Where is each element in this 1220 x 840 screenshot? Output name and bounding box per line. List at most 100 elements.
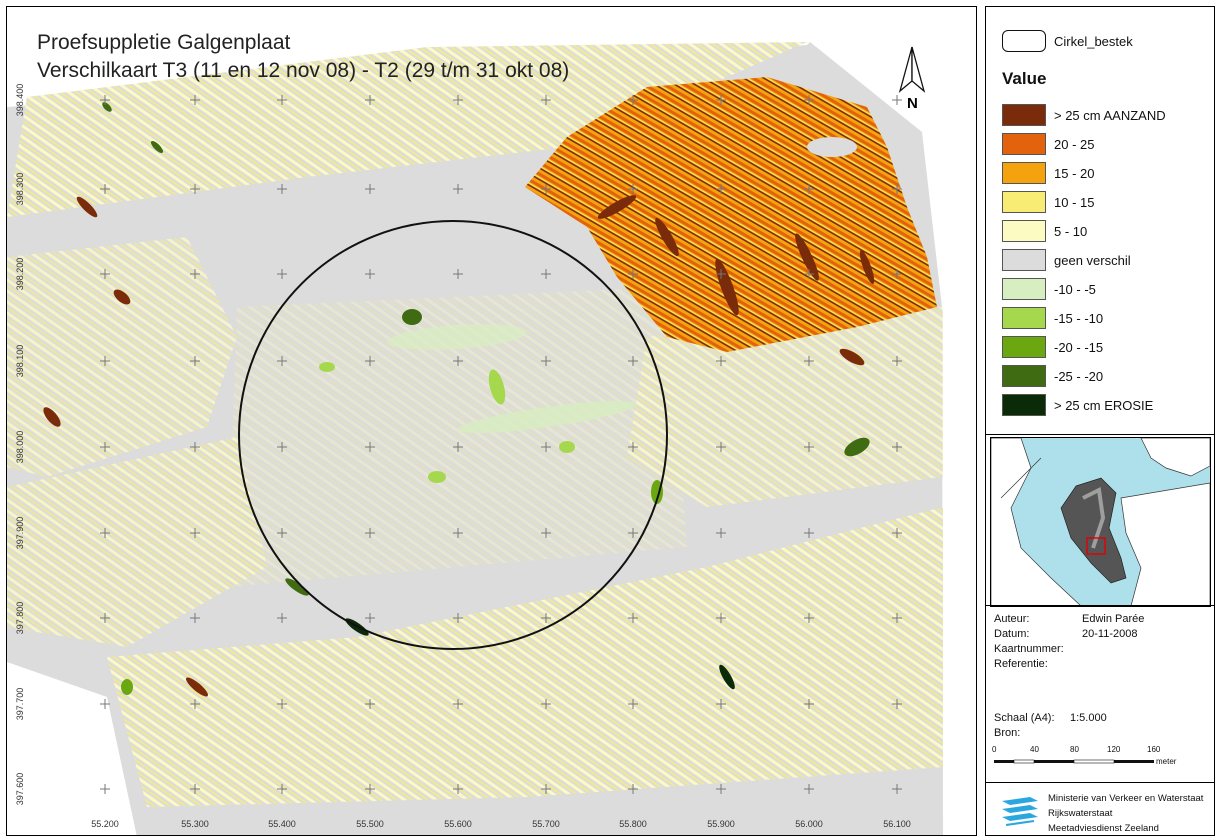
- legend-class-entry: geen verschil: [1002, 248, 1131, 272]
- legend-outline-entry: Cirkel_bestek: [1002, 29, 1133, 53]
- graticule-cross: [365, 528, 375, 538]
- x-tick-label: 55.900: [707, 819, 735, 829]
- north-arrow-icon: [898, 46, 926, 93]
- graticule-cross: [277, 699, 287, 709]
- scale-bar: [994, 753, 1154, 771]
- graticule-cross: [453, 528, 463, 538]
- difference-map[interactable]: 55.200 55.300 55.400 55.500 55.600 55.700 55.8…: [7, 7, 976, 835]
- graticule-cross: [453, 184, 463, 194]
- legend-swatch: [1002, 307, 1046, 329]
- legend-outline-label: Cirkel_bestek: [1054, 33, 1133, 49]
- graticule-cross: [365, 269, 375, 279]
- cirkel-bestek-outline[interactable]: [238, 220, 668, 650]
- legend-swatch: [1002, 162, 1046, 184]
- graticule-cross: [100, 528, 110, 538]
- graticule-cross: [892, 784, 902, 794]
- graticule-cross: [100, 613, 110, 623]
- graticule-cross: [365, 95, 375, 105]
- org-ministry: Ministerie van Verkeer en Waterstaat: [1048, 793, 1204, 804]
- graticule-cross: [541, 613, 551, 623]
- legend-swatch: [1002, 133, 1046, 155]
- graticule-cross: [100, 356, 110, 366]
- legend-class-entry: 10 - 15: [1002, 190, 1094, 214]
- map-frame[interactable]: 55.200 55.300 55.400 55.500 55.600 55.700 55.8…: [6, 6, 977, 836]
- graticule-cross: [804, 699, 814, 709]
- date-value: 20-11-2008: [1082, 628, 1138, 640]
- graticule-cross: [100, 269, 110, 279]
- legend-class-entry: -20 - -15: [1002, 335, 1103, 359]
- graticule-cross: [716, 784, 726, 794]
- x-axis-ticks: 55.200 55.300 55.400 55.500 55.600 55.700 55.8…: [91, 819, 911, 829]
- graticule-cross: [628, 442, 638, 452]
- legend-class-label: 5 - 10: [1054, 223, 1088, 239]
- legend-class-label: > 25 cm EROSIE: [1054, 397, 1154, 413]
- graticule-cross: [541, 699, 551, 709]
- graticule-cross: [804, 784, 814, 794]
- legend-class-entry: > 25 cm EROSIE: [1002, 393, 1153, 417]
- graticule-cross: [190, 784, 200, 794]
- legend-class-label: 15 - 20: [1054, 165, 1095, 181]
- rijkswaterstaat-logo-icon: [1000, 795, 1042, 834]
- graticule-cross: [716, 269, 726, 279]
- org-rijkswaterstaat: Rijkswaterstaat: [1048, 808, 1113, 819]
- graticule-cross: [365, 613, 375, 623]
- graticule-cross: [453, 269, 463, 279]
- graticule-cross: [100, 699, 110, 709]
- graticule-cross: [190, 442, 200, 452]
- map-number-label: Kaartnummer:: [994, 643, 1064, 655]
- y-tick-label: 397.700: [15, 688, 25, 721]
- scale-value: 1:5.000: [1070, 712, 1107, 724]
- legend-class-entry: 15 - 20: [1002, 161, 1094, 185]
- legend-class-label: -15 - -10: [1054, 310, 1104, 326]
- graticule-cross: [628, 269, 638, 279]
- divider: [986, 434, 1214, 435]
- graticule-cross: [716, 699, 726, 709]
- graticule-cross: [100, 95, 110, 105]
- graticule-cross: [365, 356, 375, 366]
- legend-class-entry: -15 - -10: [1002, 306, 1103, 330]
- legend-class-label: > 25 cm AANZAND: [1054, 107, 1166, 123]
- map-subtitle: Verschilkaart T3 (11 en 12 nov 08) - T2 …: [37, 59, 570, 82]
- author-label: Auteur:: [994, 613, 1030, 625]
- legend-class-label: -20 - -15: [1054, 339, 1104, 355]
- graticule-cross: [804, 95, 814, 105]
- graticule-cross: [277, 184, 287, 194]
- graticule-cross: [453, 784, 463, 794]
- graticule-cross: [628, 613, 638, 623]
- graticule-cross: [277, 528, 287, 538]
- legend-swatch: [1002, 249, 1046, 271]
- graticule-cross: [541, 784, 551, 794]
- graticule-cross: [190, 699, 200, 709]
- legend-swatch: [1002, 104, 1046, 126]
- graticule-cross: [190, 269, 200, 279]
- graticule: [100, 95, 902, 794]
- graticule-cross: [804, 269, 814, 279]
- graticule-cross: [628, 528, 638, 538]
- scale-label: Schaal (A4):: [994, 712, 1055, 724]
- map-title: Proefsuppletie Galgenplaat: [37, 31, 291, 54]
- graticule-cross: [190, 613, 200, 623]
- legend-class-entry: -10 - -5: [1002, 277, 1096, 301]
- locator-map-drawing: [991, 438, 1210, 606]
- divider: [986, 605, 1214, 606]
- locator-inset-map: [990, 437, 1211, 607]
- y-tick-label: 398.000: [15, 431, 25, 464]
- legend-class-label: -10 - -5: [1054, 281, 1096, 297]
- y-tick-label: 398.400: [15, 84, 25, 117]
- legend-swatch: [1002, 336, 1046, 358]
- scalebar-tick: 80: [1070, 745, 1079, 754]
- legend-value-heading: Value: [1002, 69, 1047, 88]
- x-tick-label: 55.500: [356, 819, 384, 829]
- graticule-cross: [365, 699, 375, 709]
- org-meetadviesdienst: Meetadviesdienst Zeeland: [1048, 823, 1159, 834]
- inlet-pale-patch: [807, 137, 857, 157]
- legend-swatch: [1002, 220, 1046, 242]
- graticule-cross: [628, 784, 638, 794]
- graticule-cross: [453, 613, 463, 623]
- graticule-cross: [892, 95, 902, 105]
- x-tick-label: 55.800: [619, 819, 647, 829]
- graticule-cross: [716, 613, 726, 623]
- graticule-cross: [365, 442, 375, 452]
- graticule-cross: [541, 528, 551, 538]
- graticule-cross: [716, 528, 726, 538]
